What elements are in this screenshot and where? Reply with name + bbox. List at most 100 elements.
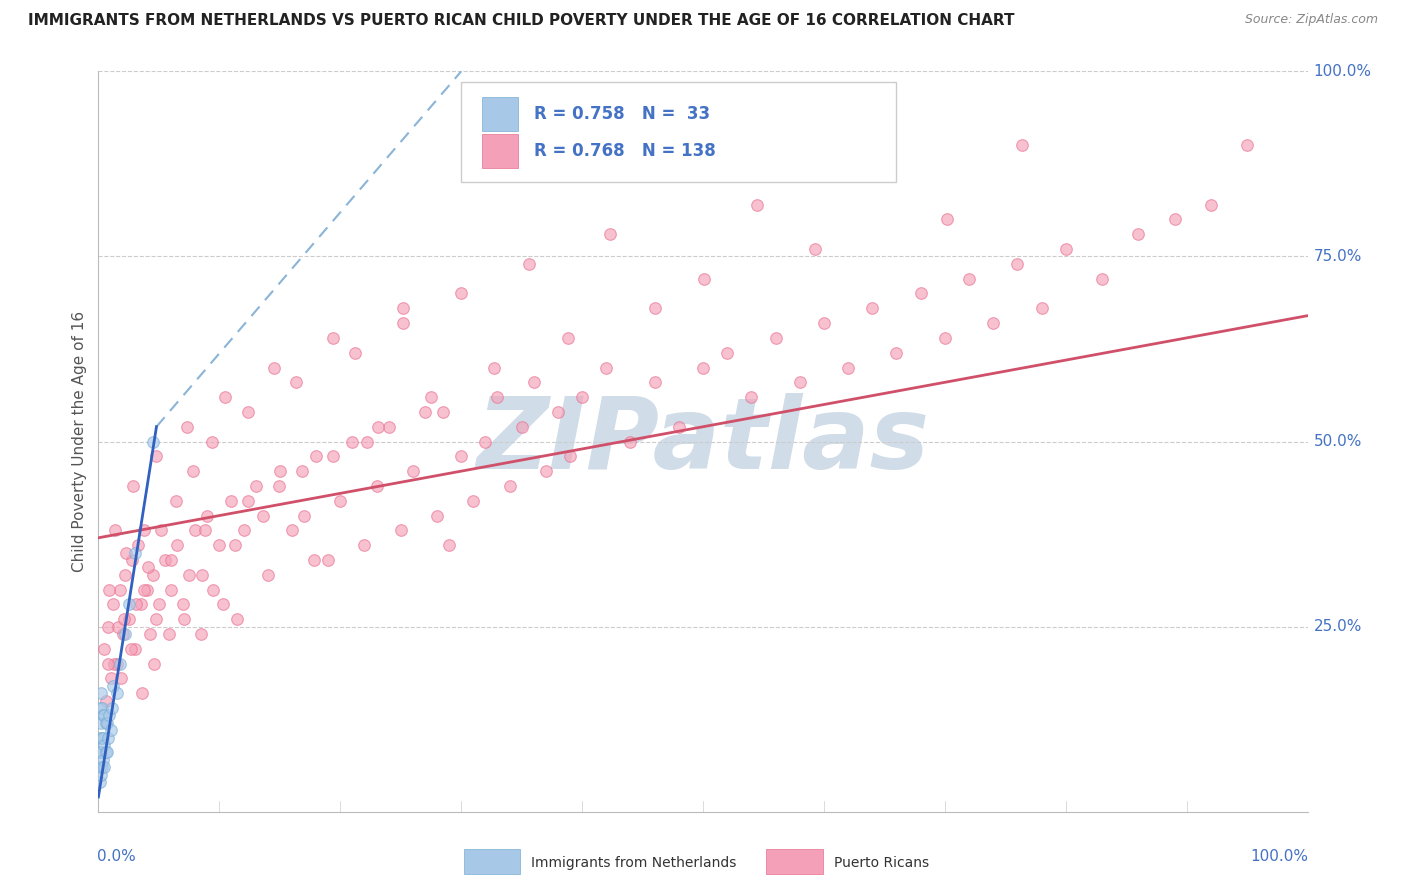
Point <box>252 508 274 523</box>
Point <box>644 376 666 390</box>
Point <box>90 767 112 781</box>
Point <box>269 464 291 478</box>
Point <box>160 582 183 597</box>
Point <box>426 508 449 523</box>
Point <box>165 493 187 508</box>
Point <box>389 524 412 538</box>
Point <box>91 731 114 745</box>
Point <box>1091 271 1114 285</box>
Point <box>93 708 115 723</box>
Point <box>571 390 593 404</box>
Point <box>413 405 436 419</box>
Point <box>181 464 204 478</box>
Text: 75.0%: 75.0% <box>1313 249 1362 264</box>
Point <box>316 553 339 567</box>
Y-axis label: Child Poverty Under the Age of 16: Child Poverty Under the Age of 16 <box>72 311 87 572</box>
Point <box>101 679 124 693</box>
Point <box>1236 138 1258 153</box>
Point <box>342 434 364 449</box>
Point <box>93 641 115 656</box>
Point <box>143 657 166 671</box>
Point <box>114 627 136 641</box>
Point <box>245 479 267 493</box>
Point <box>534 464 557 478</box>
Point <box>267 479 290 493</box>
Point <box>166 538 188 552</box>
Point <box>558 450 581 464</box>
Point <box>121 553 143 567</box>
Point <box>366 479 388 493</box>
Text: Puerto Ricans: Puerto Ricans <box>834 855 929 870</box>
Point <box>482 360 505 375</box>
Point <box>208 538 231 552</box>
Point <box>107 619 129 633</box>
Text: 50.0%: 50.0% <box>1313 434 1362 449</box>
Point <box>692 360 714 375</box>
Point <box>134 524 156 538</box>
Point <box>98 708 121 723</box>
Point <box>1007 257 1029 271</box>
Text: 0.0%: 0.0% <box>97 849 136 863</box>
Point <box>599 227 621 242</box>
Point <box>173 612 195 626</box>
Point <box>97 619 120 633</box>
Point <box>1054 242 1077 256</box>
Point <box>463 493 485 508</box>
Point <box>402 464 425 478</box>
Point <box>111 627 134 641</box>
Point <box>450 286 472 301</box>
Point <box>103 657 125 671</box>
Point <box>353 538 375 552</box>
Point <box>510 419 533 434</box>
Point <box>747 197 769 211</box>
Point <box>392 301 415 316</box>
Point <box>644 301 666 316</box>
Point <box>910 286 932 301</box>
Point <box>89 775 111 789</box>
Point <box>115 546 138 560</box>
Point <box>122 479 145 493</box>
Point <box>934 331 956 345</box>
Point <box>145 612 167 626</box>
Point <box>108 657 131 671</box>
Point <box>118 598 141 612</box>
Point <box>100 701 122 715</box>
Point <box>238 405 260 419</box>
Point <box>789 376 811 390</box>
Point <box>153 553 176 567</box>
Point <box>868 168 890 182</box>
Point <box>201 434 224 449</box>
Point <box>329 493 352 508</box>
Point <box>224 538 246 552</box>
Point <box>93 738 115 752</box>
Point <box>214 390 236 404</box>
Text: Source: ZipAtlas.com: Source: ZipAtlas.com <box>1244 13 1378 27</box>
Point <box>302 553 325 567</box>
Point <box>486 390 509 404</box>
Point <box>284 376 307 390</box>
Point <box>305 450 328 464</box>
Point <box>437 538 460 552</box>
Point <box>108 582 131 597</box>
Text: R = 0.768   N = 138: R = 0.768 N = 138 <box>534 143 716 161</box>
Point <box>114 567 136 582</box>
Point <box>125 598 148 612</box>
Point <box>142 567 165 582</box>
Point <box>110 672 132 686</box>
Point <box>547 405 569 419</box>
Point <box>392 316 415 330</box>
Point <box>1199 197 1222 211</box>
Point <box>129 598 152 612</box>
Point <box>957 271 980 285</box>
Text: Immigrants from Netherlands: Immigrants from Netherlands <box>531 855 737 870</box>
Point <box>89 701 111 715</box>
FancyBboxPatch shape <box>461 82 897 183</box>
FancyBboxPatch shape <box>482 135 517 168</box>
Point <box>118 612 141 626</box>
Point <box>432 405 454 419</box>
Point <box>813 316 835 330</box>
Point <box>595 360 617 375</box>
Point <box>619 434 641 449</box>
Point <box>139 627 162 641</box>
Point <box>195 508 218 523</box>
